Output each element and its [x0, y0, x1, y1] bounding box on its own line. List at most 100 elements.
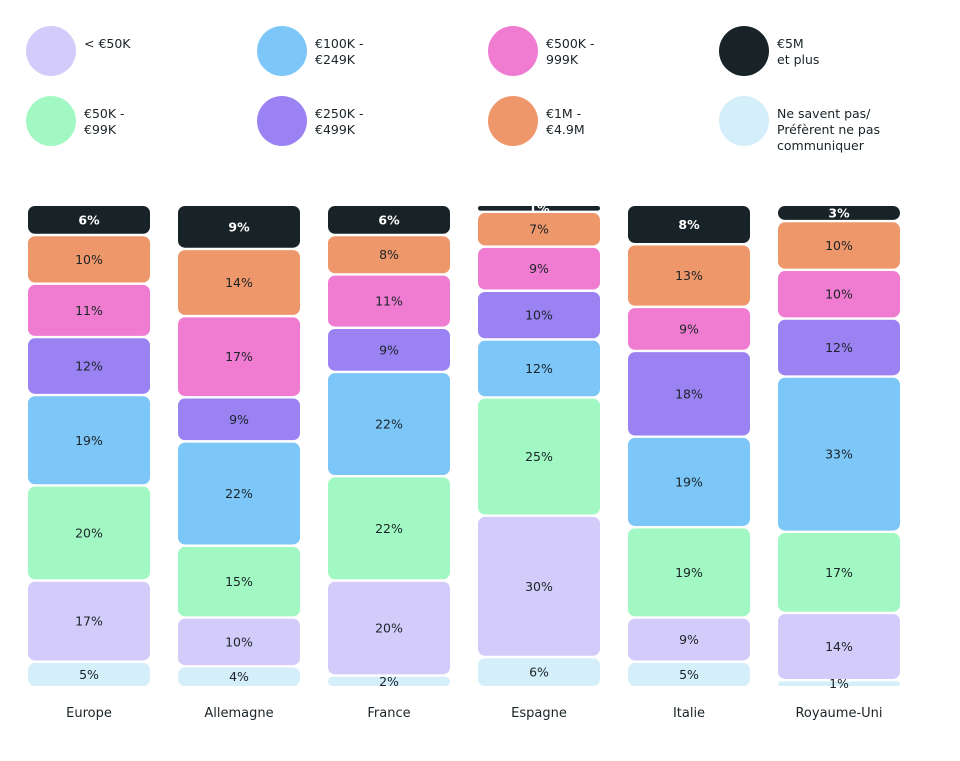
- bar-segment: [778, 614, 900, 679]
- legend-swatch: [488, 96, 538, 146]
- bar-segment: [328, 676, 450, 686]
- bar-segment: [178, 398, 300, 441]
- data-label: 9%: [679, 632, 699, 647]
- legend-swatch: [26, 26, 76, 76]
- bar-segment: [478, 247, 600, 290]
- data-label: 14%: [225, 275, 253, 290]
- bar-segment: [178, 317, 300, 397]
- data-label: 22%: [225, 486, 253, 501]
- bar-segment: [178, 546, 300, 617]
- data-label: 19%: [675, 474, 703, 489]
- legend-swatch: [257, 26, 307, 76]
- bar-segment: [628, 308, 750, 350]
- data-label: 10%: [225, 634, 253, 649]
- data-label: 1%: [528, 201, 550, 216]
- data-label: 20%: [375, 621, 403, 636]
- bar-segment: [28, 236, 150, 283]
- legend-label: €500K - 999K: [546, 36, 595, 67]
- bar-segment: [328, 275, 450, 327]
- data-label: 6%: [529, 665, 549, 680]
- data-label: 33%: [825, 447, 853, 462]
- data-label: 11%: [375, 294, 403, 309]
- data-label: 19%: [75, 433, 103, 448]
- data-label: 8%: [678, 217, 700, 232]
- bar-segment: [178, 250, 300, 315]
- data-label: 12%: [825, 340, 853, 355]
- legend-swatch: [257, 96, 307, 146]
- data-label: 30%: [525, 579, 553, 594]
- bar-segment: [328, 206, 450, 234]
- legend-label: €5M et plus: [777, 36, 820, 67]
- bar-segment: [328, 329, 450, 371]
- category-label: Allemagne: [204, 706, 273, 721]
- data-label: 5%: [79, 667, 99, 682]
- data-label: 9%: [679, 321, 699, 336]
- bar-segment: [328, 373, 450, 475]
- bar-segment: [478, 398, 600, 515]
- data-label: 17%: [225, 349, 253, 364]
- bar-segment: [328, 581, 450, 675]
- data-label: 6%: [378, 212, 400, 227]
- bar-segment: [328, 236, 450, 274]
- bar-segment: [628, 437, 750, 526]
- data-label: 10%: [75, 252, 103, 267]
- bar-segment: [628, 206, 750, 244]
- bar-segment: [778, 206, 900, 220]
- category-label: Europe: [66, 706, 112, 721]
- category-label: Italie: [673, 706, 705, 721]
- data-label: 10%: [825, 238, 853, 253]
- data-label: 3%: [828, 205, 850, 220]
- bar-segment: [778, 377, 900, 531]
- category-label: Espagne: [511, 706, 567, 721]
- data-label: 4%: [229, 669, 249, 684]
- data-label: 9%: [228, 219, 250, 234]
- legend-label: €250K - €499K: [315, 106, 364, 137]
- bar-segment: [778, 532, 900, 612]
- legend-label: €1M - €4.9M: [546, 106, 585, 137]
- bar-segment: [478, 658, 600, 686]
- data-label: 10%: [825, 287, 853, 302]
- bar-segment: [178, 442, 300, 545]
- legend-label: €50K - €99K: [84, 106, 125, 137]
- category-label: Royaume-Uni: [795, 706, 882, 721]
- bar-segment: [628, 528, 750, 617]
- data-label: 1%: [829, 676, 849, 691]
- bar-segment: [178, 206, 300, 248]
- data-label: 9%: [529, 261, 549, 276]
- legend-label: €100K - €249K: [315, 36, 364, 67]
- legend-label: Ne savent pas/ Préfèrent ne pas communiq…: [777, 106, 881, 153]
- bar-segment: [778, 319, 900, 376]
- bar-segment: [28, 581, 150, 661]
- data-label: 9%: [229, 412, 249, 427]
- data-label: 14%: [825, 639, 853, 654]
- data-label: 22%: [375, 417, 403, 432]
- bar-segment: [28, 206, 150, 234]
- bar-segment: [628, 662, 750, 686]
- data-label: 12%: [525, 361, 553, 376]
- bar-segment: [778, 681, 900, 686]
- bar-segment: [628, 352, 750, 436]
- data-label: 15%: [225, 574, 253, 589]
- bar-segment: [478, 516, 600, 656]
- bar-segment: [628, 618, 750, 661]
- bar-segment: [478, 206, 600, 211]
- bar-segment: [28, 662, 150, 686]
- data-label: 17%: [825, 565, 853, 580]
- data-label: 5%: [679, 667, 699, 682]
- data-label: 10%: [525, 308, 553, 323]
- data-label: 2%: [379, 674, 399, 689]
- data-label: 25%: [525, 449, 553, 464]
- bar-segment: [28, 338, 150, 394]
- bar-segment: [478, 340, 600, 397]
- bar-segment: [28, 486, 150, 580]
- data-label: 19%: [675, 565, 703, 580]
- bar-segment: [28, 284, 150, 336]
- data-label: 7%: [529, 222, 549, 237]
- bar-segment: [328, 477, 450, 580]
- bar-segment: [28, 396, 150, 485]
- data-label: 17%: [75, 614, 103, 629]
- legend-swatch: [719, 96, 769, 146]
- legend-swatch: [26, 96, 76, 146]
- data-label: 8%: [379, 247, 399, 262]
